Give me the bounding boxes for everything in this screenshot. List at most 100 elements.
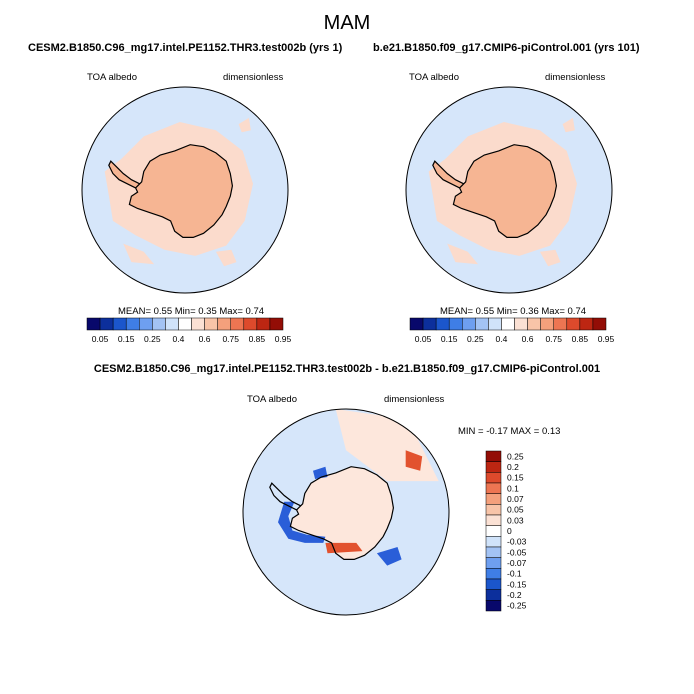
panel1-units-label: dimensionless [223, 72, 284, 83]
panel1-variable-label: TOA albedo [87, 72, 138, 83]
panel1-stats: MEAN= 0.55 Min= 0.35 Max= 0.74 [118, 306, 265, 317]
albedo-patch [562, 117, 575, 133]
colorbar-diff: 0.250.20.150.10.070.050.030-0.03-0.05-0.… [485, 450, 527, 612]
colorbar-swatch [485, 514, 502, 526]
coastline [128, 144, 234, 238]
colorbar-swatch [485, 546, 502, 558]
coastline [289, 466, 395, 560]
colorbar-tick-label: -0.03 [507, 537, 527, 547]
colorbar-tick-label: 0.25 [507, 451, 524, 461]
map-border [81, 86, 289, 294]
colorbar-swatch [592, 317, 607, 331]
colorbar-tick-label: 0.2 [507, 462, 519, 472]
diff-negative-band [278, 501, 326, 543]
colorbar-tick-label: 0.85 [249, 334, 266, 344]
peninsula-coastline [108, 160, 140, 189]
colorbar-tick-label: 0.05 [415, 334, 432, 344]
colorbar-swatch [553, 317, 568, 331]
colorbar-tick-label: 0.85 [572, 334, 589, 344]
diff-stats: MIN = -0.17 MAX = 0.13 [458, 426, 561, 437]
colorbar-tick-label: -0.05 [507, 547, 527, 557]
figure-title: MAM [323, 12, 371, 34]
colorbar-tick-label: 0.75 [222, 334, 239, 344]
colorbar-swatch [540, 317, 554, 331]
colorbar-swatch [112, 317, 127, 331]
peninsula-coastline [269, 482, 301, 511]
colorbar-panel1: 0.05 0.15 0.25 0.4 0.6 0.75 0.85 0.95 [86, 317, 292, 344]
diff-negative-patch [376, 547, 402, 566]
albedo-patch [447, 243, 479, 265]
colorbar-tick-label: 0.05 [92, 334, 109, 344]
colorbar-swatch [485, 461, 502, 473]
colorbar-panel2: 0.05 0.15 0.25 0.4 0.6 0.75 0.85 0.95 [409, 317, 615, 344]
colorbar-swatch [152, 317, 166, 331]
peninsula-coastline [432, 160, 464, 189]
colorbar-tick-label: -0.1 [507, 569, 522, 579]
albedo-patch [539, 249, 561, 267]
colorbar-tick-label: 0.15 [507, 473, 524, 483]
colorbar-tick-label: -0.25 [507, 601, 527, 611]
colorbar-tick-label: 0.75 [545, 334, 562, 344]
colorbar-swatch [485, 600, 502, 612]
map-panel-2 [405, 86, 613, 294]
colorbar-swatch [485, 504, 502, 516]
colorbar-swatch [230, 317, 245, 331]
colorbar-tick-label: 0.03 [507, 515, 524, 525]
colorbar-swatch [422, 317, 437, 331]
colorbar-swatch [475, 317, 489, 331]
colorbar-swatch [485, 568, 502, 580]
colorbar-swatch [86, 317, 101, 331]
diff-units-label: dimensionless [384, 394, 445, 405]
colorbar-swatch [485, 482, 502, 494]
colorbar-swatch [448, 317, 463, 331]
colorbar-swatch [527, 317, 541, 331]
colorbar-tick-label: 0.4 [173, 334, 185, 344]
colorbar-tick-label: 0.15 [441, 334, 458, 344]
colorbar-tick-label: 0.6 [199, 334, 211, 344]
panel2-units-label: dimensionless [545, 72, 606, 83]
colorbar-swatch [485, 493, 502, 505]
colorbar-swatch [217, 317, 231, 331]
colorbar-swatch [435, 317, 450, 331]
colorbar-swatch [99, 317, 114, 331]
panel2-variable-label: TOA albedo [409, 72, 460, 83]
colorbar-tick-label: 0.95 [275, 334, 292, 344]
colorbar-swatch [485, 589, 502, 601]
colorbar-tick-label: 0.07 [507, 494, 524, 504]
map-panel-diff [242, 408, 450, 616]
colorbar-tick-label: -0.15 [507, 579, 527, 589]
diff-positive-patch [405, 450, 423, 471]
colorbar-tick-label: 0.25 [144, 334, 161, 344]
panel2-stats: MEAN= 0.55 Min= 0.36 Max= 0.74 [440, 306, 587, 317]
colorbar-swatch [514, 317, 528, 331]
diff-variable-label: TOA albedo [247, 394, 298, 405]
colorbar-swatch [485, 450, 502, 462]
colorbar-swatch [139, 317, 153, 331]
colorbar-swatch [501, 317, 515, 331]
colorbar-tick-label: 0.25 [467, 334, 484, 344]
colorbar-swatch [485, 536, 502, 548]
colorbar-tick-label: 0.95 [598, 334, 615, 344]
colorbar-swatch [579, 317, 594, 331]
colorbar-swatch [204, 317, 218, 331]
colorbar-swatch [488, 317, 502, 331]
diff-title: CESM2.B1850.C96_mg17.intel.PE1152.THR3.t… [93, 363, 601, 375]
colorbar-swatch [269, 317, 284, 331]
colorbar-swatch [485, 472, 502, 484]
colorbar-swatch [125, 317, 140, 331]
colorbar-tick-label: 0.6 [522, 334, 534, 344]
colorbar-swatch [462, 317, 476, 331]
colorbar-tick-label: -0.2 [507, 590, 522, 600]
colorbar-swatch [243, 317, 258, 331]
albedo-patch [215, 249, 237, 267]
colorbar-swatch [256, 317, 271, 331]
colorbar-swatch [485, 578, 502, 590]
colorbar-tick-label: 0.4 [496, 334, 508, 344]
colorbar-swatch [409, 317, 424, 331]
panel1-case-title: CESM2.B1850.C96_mg17.intel.PE1152.THR3.t… [28, 42, 343, 54]
colorbar-swatch [191, 317, 205, 331]
colorbar-swatch [485, 525, 502, 537]
colorbar-tick-label: 0.05 [507, 505, 524, 515]
panel2-case-title: b.e21.B1850.f09_g17.CMIP6-piControl.001 … [373, 42, 640, 54]
